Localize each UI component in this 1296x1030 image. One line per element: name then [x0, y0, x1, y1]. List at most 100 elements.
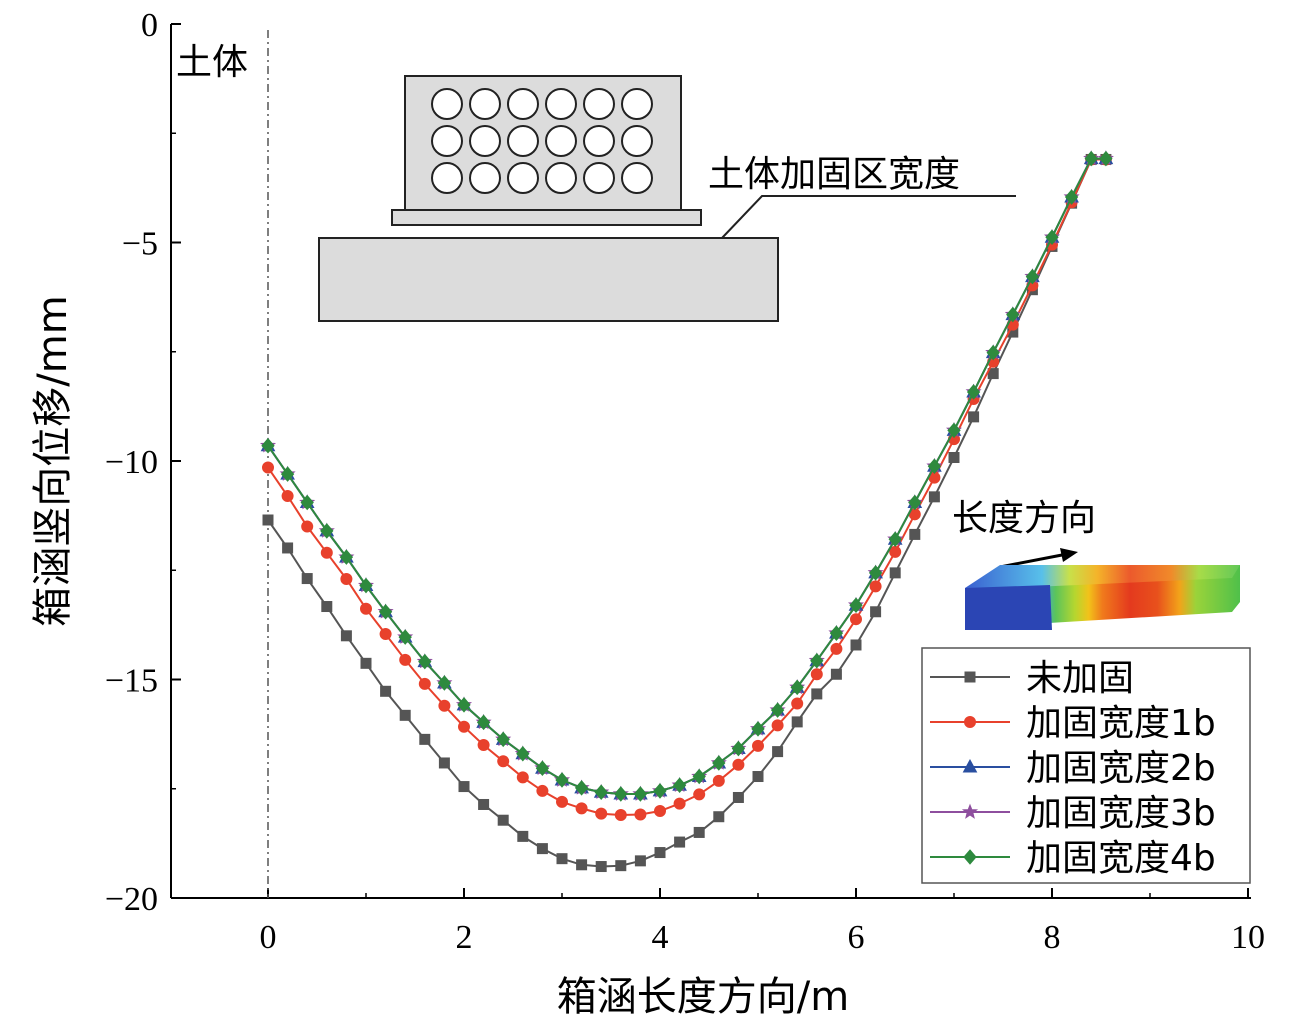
data-point [262, 514, 274, 526]
data-point [772, 746, 784, 758]
culvert-hole [583, 125, 615, 157]
data-point [751, 721, 765, 737]
culvert-hole [583, 162, 615, 194]
x-tick-label: 8 [1044, 919, 1061, 956]
series-1 [262, 153, 1112, 821]
culvert-schematic: 土体加固区宽度 [318, 75, 1016, 322]
axes: 0 2 4 6 8 10 0 −5 −10 −15 −20 [105, 7, 1265, 956]
data-point [399, 709, 411, 721]
data-point [380, 685, 392, 697]
legend-marker [962, 758, 978, 773]
data-point [947, 422, 961, 439]
data-point [927, 458, 942, 475]
legend-label: 加固宽度4b [1026, 838, 1216, 879]
culvert-hole [507, 162, 539, 194]
data-point [614, 808, 627, 821]
y-ticks: 0 −5 −10 −15 −20 [105, 7, 181, 918]
data-point [340, 572, 353, 585]
y-tick-label: −20 [105, 881, 158, 918]
reinforced-zone [318, 237, 779, 322]
data-point [281, 489, 294, 502]
data-point [301, 573, 313, 585]
data-point [497, 755, 510, 768]
data-point [1084, 150, 1098, 167]
legend-label: 未加固 [1026, 658, 1134, 699]
data-point [633, 786, 648, 802]
data-point [1064, 189, 1079, 205]
data-point [340, 630, 352, 642]
data-point [889, 545, 902, 558]
data-point [771, 719, 784, 732]
data-point [535, 760, 550, 776]
data-point [497, 814, 509, 826]
y-tick-label: −10 [105, 444, 158, 481]
data-point [477, 739, 490, 752]
data-point [575, 802, 588, 815]
x-ticks: 0 2 4 6 8 10 [260, 888, 1265, 956]
legend-label: 加固宽度3b [1026, 793, 1216, 834]
data-point [280, 466, 295, 482]
data-point [437, 675, 452, 691]
data-point [634, 855, 646, 867]
data-point [653, 783, 667, 799]
culvert-holes [431, 88, 653, 194]
data-point [888, 531, 902, 547]
legend-label: 加固宽度2b [1026, 748, 1216, 789]
culvert-hole [621, 162, 653, 194]
data-point [536, 843, 548, 855]
data-point [868, 565, 883, 581]
data-point [478, 798, 490, 810]
legend-label: 加固宽度1b [1026, 703, 1216, 744]
data-point [673, 797, 686, 810]
data-point [692, 768, 706, 785]
data-point [850, 639, 862, 651]
data-point [986, 344, 1000, 361]
data-point [869, 580, 882, 593]
data-point [282, 542, 294, 554]
data-point [438, 699, 451, 712]
data-point [379, 628, 392, 641]
data-point [731, 740, 746, 757]
x-tick-label: 0 [260, 919, 277, 956]
culvert-hole [583, 88, 615, 120]
y-tick-label: −5 [122, 226, 158, 263]
data-point [360, 657, 372, 669]
data-point [752, 739, 764, 752]
x-tick-label: 6 [848, 919, 865, 956]
data-point [457, 697, 471, 713]
legend-entry: 加固宽度4b [930, 838, 1216, 879]
legend-entry: 未加固 [930, 658, 1134, 699]
reinforce-leader-line [721, 195, 1016, 239]
data-point [516, 746, 530, 762]
series-line [267, 157, 1106, 795]
culvert-hole [431, 88, 463, 120]
culvert-hole [545, 88, 577, 120]
culvert-hole [507, 88, 539, 120]
legend-entry: 加固宽度3b [930, 793, 1216, 834]
data-point [1045, 229, 1059, 246]
data-point [378, 603, 393, 620]
y-axis-title: 箱涵竖向位移/mm [30, 295, 76, 626]
legend-entry: 加固宽度2b [930, 748, 1216, 789]
data-point [262, 461, 274, 474]
data-point [830, 642, 843, 655]
data-point [654, 847, 666, 859]
data-point [752, 771, 764, 783]
data-point [536, 784, 549, 797]
data-point [556, 853, 568, 865]
data-point [556, 795, 568, 808]
data-point [555, 772, 569, 788]
data-point [418, 677, 431, 690]
data-point [908, 494, 922, 511]
culvert-hole [507, 125, 539, 157]
data-point [496, 731, 510, 748]
legend-marker [964, 671, 976, 683]
data-point [576, 859, 588, 871]
data-point [1025, 268, 1040, 285]
data-point [398, 629, 412, 645]
culvert-hole [469, 162, 501, 194]
data-point [674, 836, 686, 848]
data-point [732, 791, 744, 803]
data-point [849, 597, 863, 613]
